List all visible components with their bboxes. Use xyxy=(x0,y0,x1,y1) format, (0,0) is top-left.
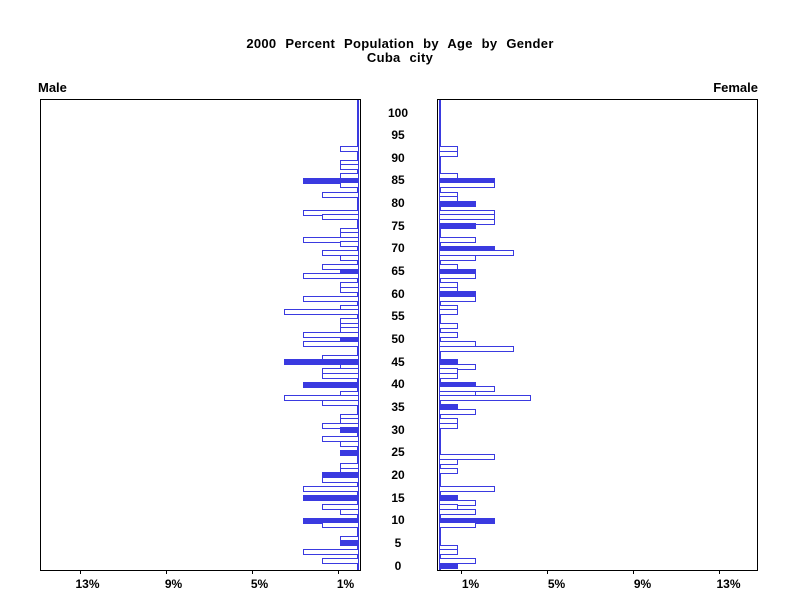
male-axis-tick-13pct xyxy=(79,570,81,574)
male-bar-age-68 xyxy=(340,254,359,261)
female-axis-tick-1pct xyxy=(460,570,462,574)
male-bar-age-30 xyxy=(340,427,359,434)
male-panel-label: Male xyxy=(38,80,67,95)
female-bar-age-53 xyxy=(439,322,458,329)
female-bar-age-68 xyxy=(439,254,476,261)
chart-subtitle: Cuba city xyxy=(366,50,434,65)
male-bar-age-40 xyxy=(303,381,359,388)
female-bar-age-56 xyxy=(439,309,458,316)
male-bar-age-5 xyxy=(340,540,359,547)
male-bar-age-1 xyxy=(322,558,359,565)
male-bar-age-17 xyxy=(303,485,359,492)
female-bar-age-84 xyxy=(439,182,495,189)
female-axis-tick-9pct xyxy=(632,570,634,574)
female-bar-age-48 xyxy=(439,345,514,352)
chart-title: 2000 Percent Population by Age by Gender xyxy=(246,36,554,51)
age-axis-label-15: 15 xyxy=(391,490,405,505)
male-bar-age-56 xyxy=(284,309,359,316)
female-bar-age-3 xyxy=(439,549,458,556)
female-axis-tick-label-1pct: 1% xyxy=(461,577,480,591)
age-axis-label-55: 55 xyxy=(391,309,405,324)
male-bar-age-15 xyxy=(303,495,359,502)
female-bar-age-51 xyxy=(439,331,458,338)
female-bar-age-17 xyxy=(439,485,495,492)
female-bar-age-59 xyxy=(439,295,476,302)
female-axis-tick-13pct xyxy=(718,570,720,574)
female-bar-age-34 xyxy=(439,408,476,415)
female-axis-tick-label-9pct: 9% xyxy=(633,577,652,591)
female-panel-label: Female xyxy=(713,80,758,95)
male-axis-tick-label-13pct: 13% xyxy=(75,577,100,591)
age-axis-label-30: 30 xyxy=(391,422,405,437)
male-bar-age-85 xyxy=(303,177,359,184)
male-bar-age-61 xyxy=(340,286,359,293)
male-axis-tick-9pct xyxy=(165,570,167,574)
male-bar-age-37 xyxy=(284,395,359,402)
female-axis-tick-label-13pct: 13% xyxy=(716,577,741,591)
female-bar-age-31 xyxy=(439,422,458,429)
male-bar-age-27 xyxy=(340,440,359,447)
male-bar-age-51 xyxy=(303,331,359,338)
age-axis-label-80: 80 xyxy=(391,196,405,211)
male-axis-tick-label-1pct: 1% xyxy=(336,577,355,591)
age-axis-label-35: 35 xyxy=(391,399,405,414)
age-axis-label-60: 60 xyxy=(391,286,405,301)
female-bar-age-9 xyxy=(439,522,476,529)
male-bar-age-25 xyxy=(340,449,359,456)
male-axis-tick-5pct xyxy=(251,570,253,574)
age-axis-label-5: 5 xyxy=(394,535,402,550)
age-axis-label-25: 25 xyxy=(391,445,405,460)
male-axis-tick-1pct xyxy=(337,570,339,574)
age-axis-label-20: 20 xyxy=(391,467,405,482)
female-bar-age-72 xyxy=(439,236,476,243)
male-bar-age-84 xyxy=(340,182,359,189)
age-axis-label-40: 40 xyxy=(391,377,405,392)
age-axis-label-70: 70 xyxy=(391,241,405,256)
age-axis-label-85: 85 xyxy=(391,173,405,188)
male-bar-age-64 xyxy=(303,273,359,280)
male-bar-age-45 xyxy=(284,359,359,366)
male-bar-age-12 xyxy=(340,508,359,515)
female-bar-age-91 xyxy=(439,150,458,157)
female-bar-age-64 xyxy=(439,273,476,280)
age-axis-label-90: 90 xyxy=(391,150,405,165)
female-bar-age-75 xyxy=(439,223,476,230)
age-axis-label-45: 45 xyxy=(391,354,405,369)
female-bar-age-24 xyxy=(439,454,495,461)
female-bar-age-21 xyxy=(439,467,458,474)
female-axis-tick-label-5pct: 5% xyxy=(547,577,566,591)
female-bar-age-23 xyxy=(439,458,458,465)
age-axis-label-0: 0 xyxy=(394,558,402,573)
female-axis-tick-5pct xyxy=(546,570,548,574)
male-bar-age-71 xyxy=(340,241,359,248)
male-bar-age-72 xyxy=(303,236,359,243)
male-bar-age-77 xyxy=(322,214,359,221)
male-axis-tick-label-9pct: 9% xyxy=(164,577,183,591)
male-bar-age-92 xyxy=(340,146,359,153)
male-axis-tick-label-5pct: 5% xyxy=(250,577,269,591)
age-axis-label-50: 50 xyxy=(391,332,405,346)
female-panel xyxy=(437,99,758,571)
female-bar-age-42 xyxy=(439,372,458,379)
male-bar-age-42 xyxy=(322,372,359,379)
male-bar-age-49 xyxy=(303,341,359,348)
age-axis-label-95: 95 xyxy=(391,128,405,143)
male-bar-age-36 xyxy=(322,399,359,406)
female-bar-age-80 xyxy=(439,200,476,207)
male-bar-age-3 xyxy=(303,549,359,556)
female-bar-age-69 xyxy=(439,250,514,257)
female-bar-age-0 xyxy=(439,563,458,569)
age-axis-label-65: 65 xyxy=(391,264,405,279)
age-axis-label-10: 10 xyxy=(391,513,405,528)
male-bar-age-82 xyxy=(322,191,359,198)
male-bar-age-59 xyxy=(303,295,359,302)
age-axis-label-75: 75 xyxy=(391,218,405,233)
female-bar-age-37 xyxy=(439,395,531,402)
male-bar-age-88 xyxy=(340,164,359,171)
female-bar-age-12 xyxy=(439,508,476,515)
age-axis-label-100: 100 xyxy=(387,105,409,120)
male-bar-age-19 xyxy=(322,476,359,483)
male-bar-age-9 xyxy=(322,522,359,529)
